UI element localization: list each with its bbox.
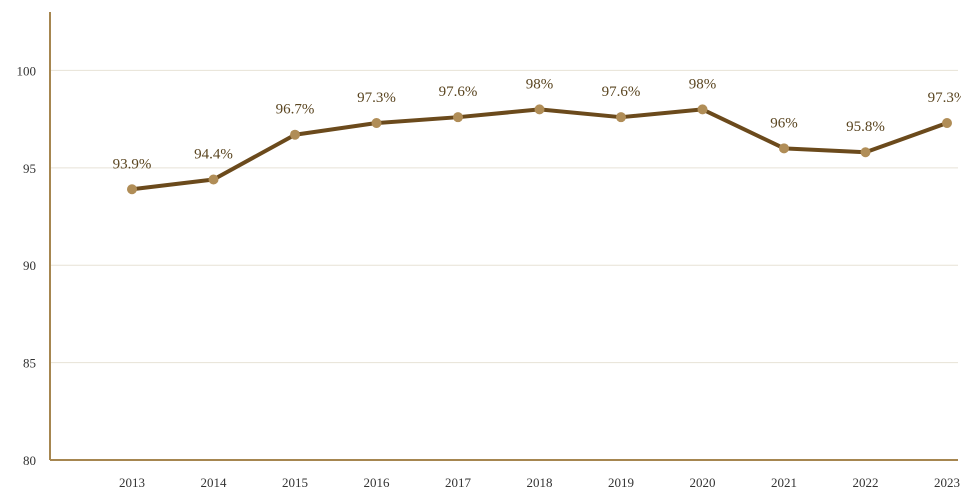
y-tick-label: 100 — [17, 63, 37, 78]
y-tick-label: 80 — [23, 453, 36, 468]
y-tick-label: 90 — [23, 258, 36, 273]
y-tick-label: 85 — [23, 356, 36, 371]
gridlines — [50, 69, 958, 364]
data-point — [779, 143, 789, 154]
x-tick-label: 2020 — [690, 475, 716, 490]
axes — [49, 12, 958, 461]
data-point — [290, 129, 300, 140]
x-tick-label: 2023 — [934, 475, 960, 490]
y-tick-label: 95 — [23, 161, 36, 176]
x-tick-label: 2013 — [119, 475, 145, 490]
data-point — [697, 104, 708, 115]
data-point — [208, 174, 219, 185]
x-tick-label: 2021 — [771, 475, 797, 490]
x-tick-label: 2014 — [201, 475, 228, 490]
data-point — [127, 184, 137, 195]
data-point — [453, 112, 463, 123]
x-tick-label: 2017 — [445, 475, 472, 490]
data-label: 96% — [770, 115, 798, 131]
data-label: 96.7% — [276, 102, 315, 118]
data-label: 98% — [689, 76, 717, 92]
data-label: 95.8% — [846, 119, 885, 135]
data-point — [371, 118, 382, 129]
x-tick-label: 2022 — [853, 475, 879, 490]
data-point — [942, 118, 952, 129]
data-label: 97.6% — [602, 84, 641, 100]
y-tick-labels: 80 85 90 95 100 — [17, 63, 37, 468]
series-line-path — [130, 107, 949, 192]
data-point — [860, 147, 871, 158]
data-label: 97.6% — [439, 84, 478, 100]
x-tick-label: 2015 — [282, 475, 308, 490]
x-tick-label: 2019 — [608, 475, 634, 490]
data-label: 94.4% — [194, 147, 233, 163]
x-tick-labels: 2013 2014 2015 2016 2017 2018 2019 2020 2021 2022… — [119, 475, 960, 490]
data-point — [534, 104, 545, 115]
data-label: 97.3% — [357, 90, 396, 106]
data-point — [616, 112, 626, 123]
series-line — [130, 107, 949, 192]
data-label: 93.9% — [113, 156, 152, 172]
x-tick-label: 2018 — [527, 475, 553, 490]
data-labels: 93.9% 94.4% 96.7% 97.3% 97.6% 98% 97.6% 98% 96% 9… — [113, 76, 961, 172]
data-points — [127, 104, 952, 195]
x-tick-label: 2016 — [364, 475, 391, 490]
data-label: 97.3% — [928, 90, 961, 106]
data-label: 98% — [526, 76, 554, 92]
